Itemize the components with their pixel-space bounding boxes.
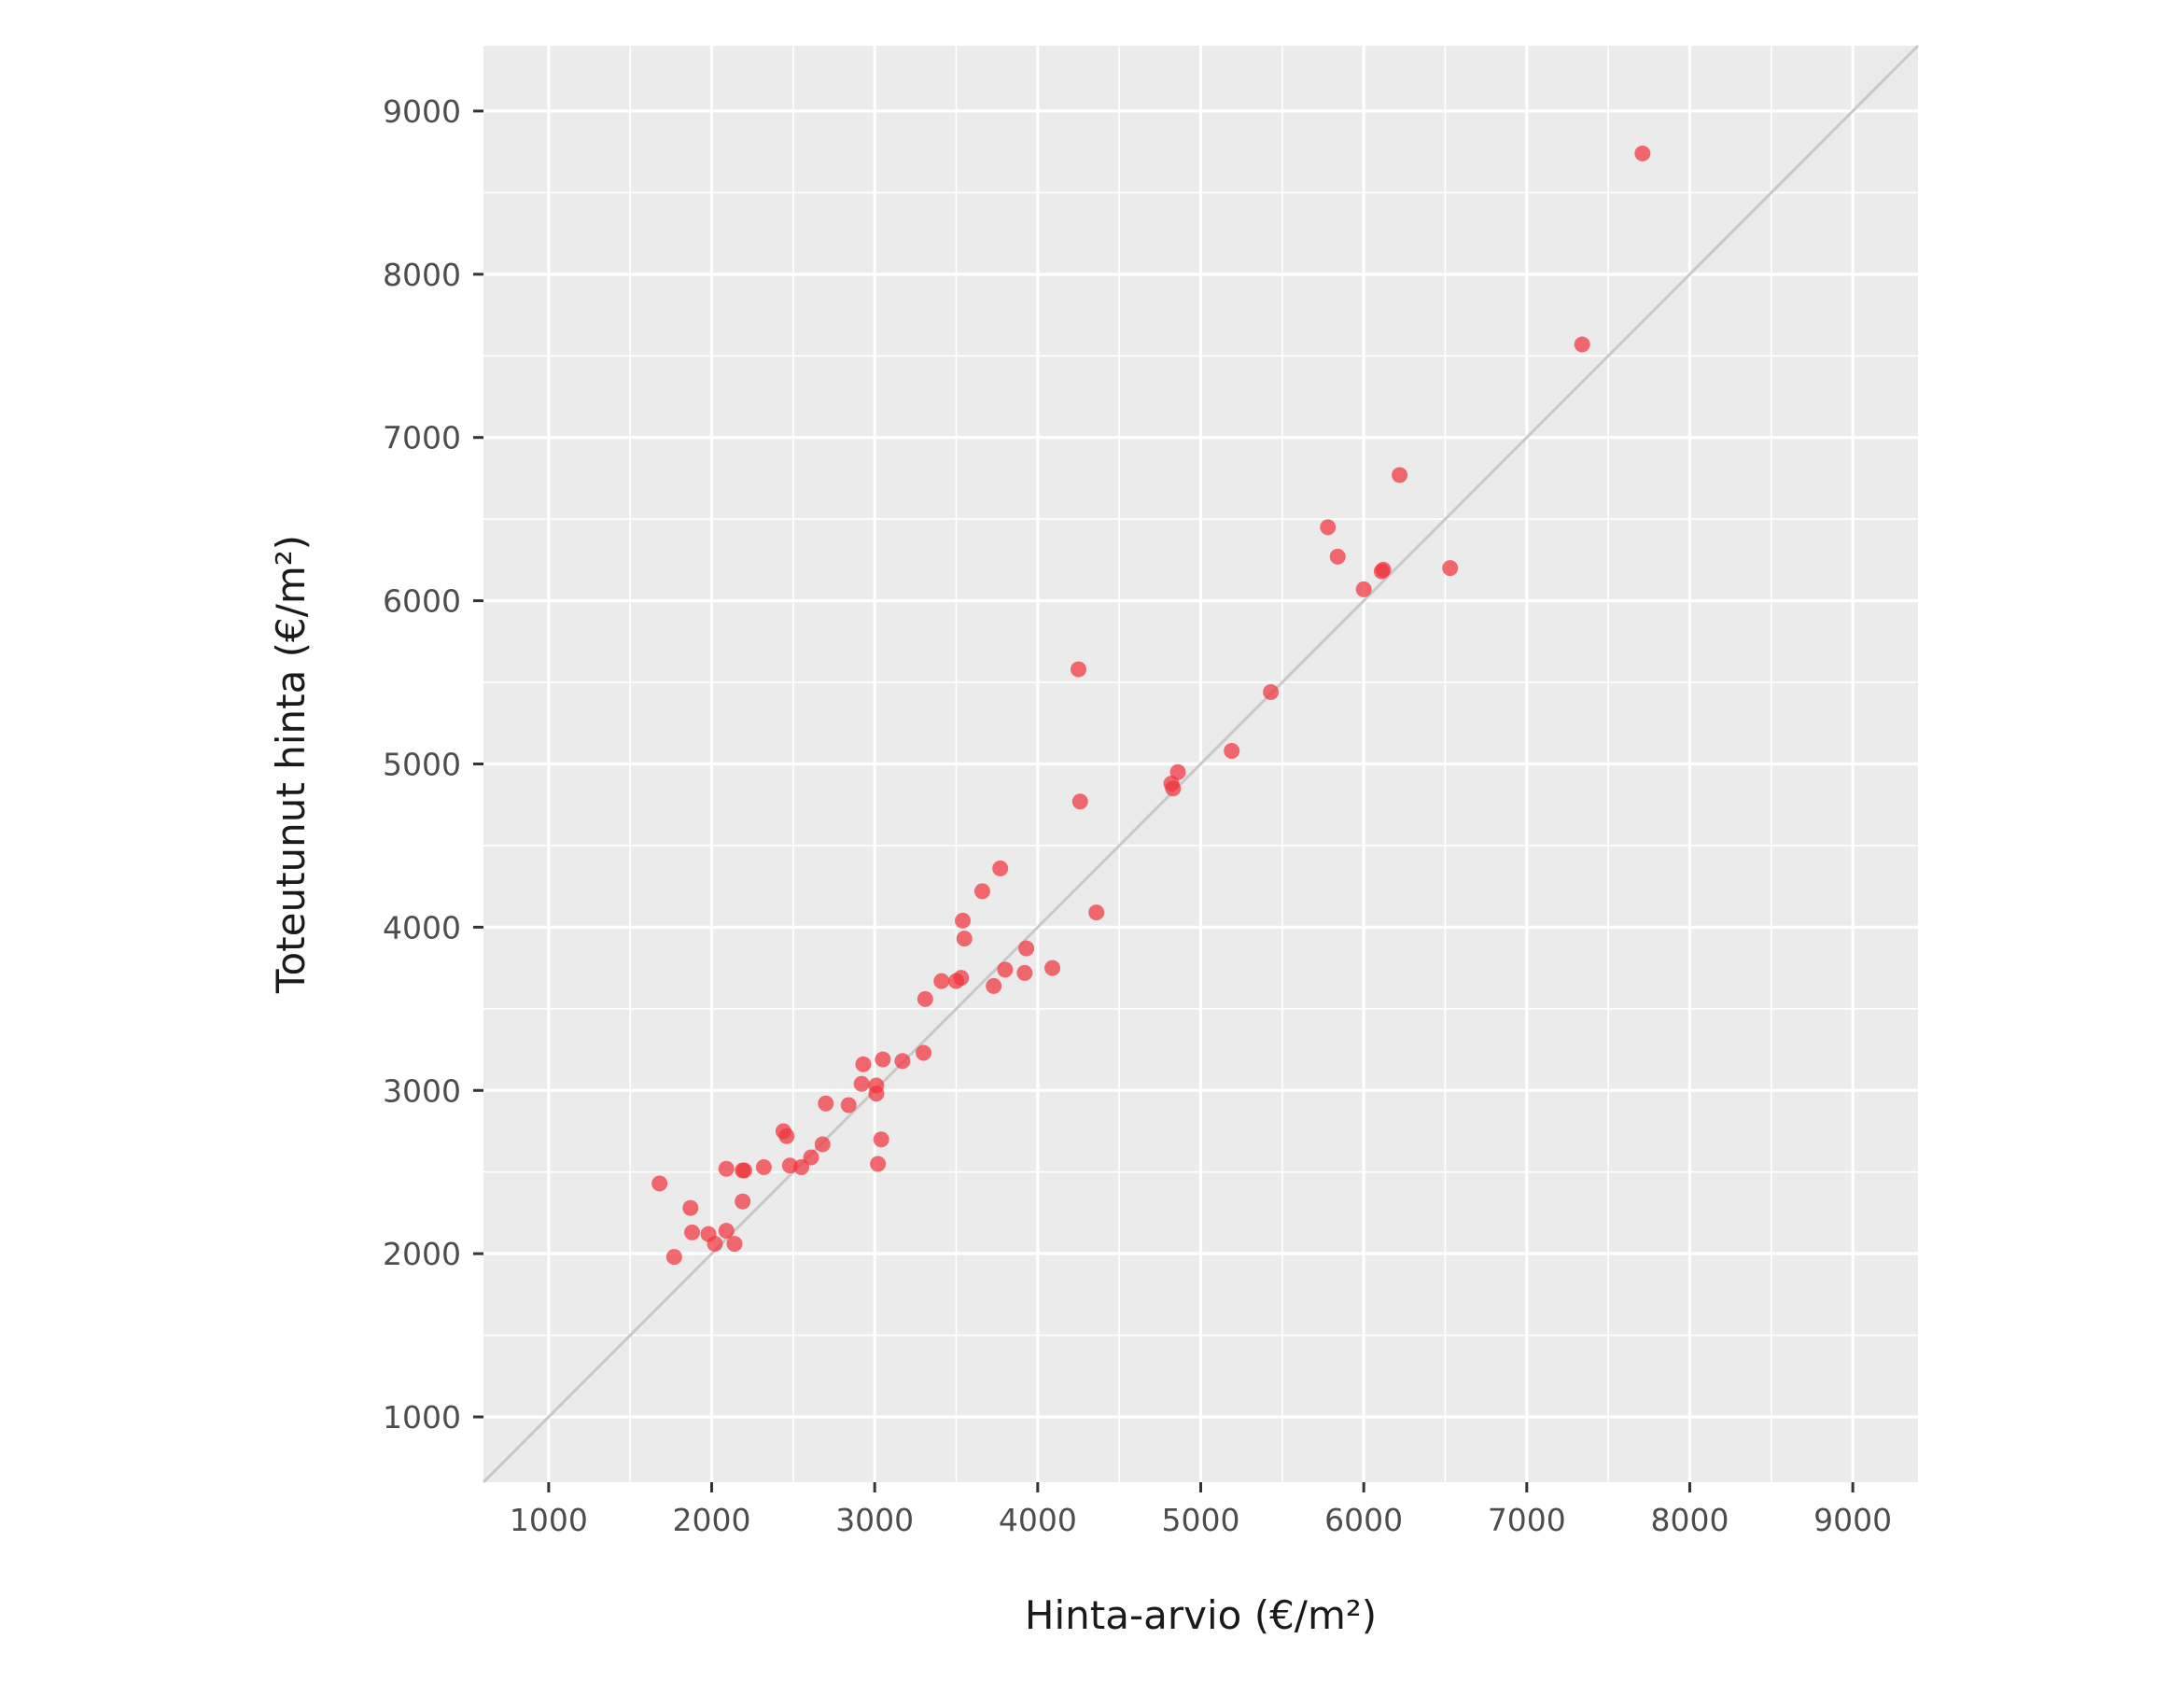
data-point bbox=[868, 1077, 885, 1094]
x-tick-label: 3000 bbox=[835, 1502, 914, 1538]
data-point bbox=[793, 1158, 810, 1175]
data-point bbox=[1442, 560, 1459, 577]
data-point bbox=[956, 931, 973, 947]
data-point bbox=[1263, 684, 1280, 701]
data-point bbox=[707, 1236, 723, 1253]
x-tick-label: 8000 bbox=[1650, 1502, 1729, 1538]
data-point bbox=[755, 1158, 772, 1175]
data-point bbox=[973, 883, 990, 900]
x-axis-title: Hinta-arvio (€/m²) bbox=[1025, 1592, 1377, 1638]
data-point bbox=[1071, 661, 1087, 678]
data-point bbox=[1165, 780, 1182, 797]
data-point bbox=[1016, 964, 1033, 981]
data-point bbox=[814, 1136, 831, 1153]
y-tick-label: 8000 bbox=[383, 257, 461, 293]
x-tick-label: 6000 bbox=[1324, 1502, 1403, 1538]
y-tick-label: 5000 bbox=[383, 747, 461, 783]
data-point bbox=[875, 1051, 891, 1068]
y-tick-label: 7000 bbox=[383, 420, 461, 456]
data-point bbox=[682, 1199, 699, 1216]
major-gridlines bbox=[483, 46, 1918, 1482]
y-tick-label: 3000 bbox=[383, 1072, 461, 1109]
x-tick-label: 7000 bbox=[1488, 1502, 1566, 1538]
data-point bbox=[855, 1056, 872, 1072]
data-point bbox=[1224, 743, 1240, 760]
data-point bbox=[954, 912, 971, 929]
data-point bbox=[916, 1044, 932, 1061]
data-point bbox=[917, 990, 933, 1007]
data-point bbox=[986, 977, 1002, 994]
y-axis-title: Toteutunut hinta (€/m²) bbox=[268, 535, 314, 994]
data-point bbox=[1634, 145, 1651, 161]
data-points bbox=[651, 145, 1651, 1266]
data-point bbox=[894, 1053, 911, 1070]
data-point bbox=[735, 1162, 752, 1179]
data-point bbox=[778, 1128, 795, 1144]
data-point bbox=[651, 1175, 668, 1192]
data-point bbox=[1574, 336, 1590, 353]
data-point bbox=[953, 970, 970, 987]
y-tick-label: 6000 bbox=[383, 583, 461, 620]
data-point bbox=[992, 860, 1009, 876]
data-point bbox=[665, 1249, 682, 1266]
data-point bbox=[1392, 467, 1408, 483]
x-tick-label: 2000 bbox=[673, 1502, 751, 1538]
data-point bbox=[873, 1131, 889, 1148]
data-point bbox=[853, 1075, 870, 1092]
x-tick-label: 4000 bbox=[999, 1502, 1077, 1538]
data-point bbox=[735, 1193, 751, 1210]
data-point bbox=[1169, 763, 1186, 780]
data-point bbox=[840, 1097, 857, 1114]
data-point bbox=[1018, 940, 1035, 957]
y-tick-label: 1000 bbox=[383, 1399, 461, 1436]
data-point bbox=[718, 1160, 735, 1177]
x-tick-label: 9000 bbox=[1813, 1502, 1892, 1538]
data-point bbox=[803, 1149, 819, 1166]
data-point bbox=[1329, 548, 1346, 565]
x-axis-ticks: 1000 2000 3000 4000 5000 6000 7000 8000 9000 bbox=[510, 1482, 1892, 1538]
data-point bbox=[1375, 561, 1392, 578]
data-point bbox=[997, 961, 1014, 978]
data-point bbox=[718, 1223, 735, 1240]
data-point bbox=[933, 973, 950, 989]
data-point bbox=[1044, 960, 1061, 976]
data-point bbox=[1320, 519, 1337, 536]
data-point bbox=[1071, 793, 1088, 810]
data-point bbox=[684, 1224, 701, 1240]
x-tick-label: 1000 bbox=[510, 1502, 588, 1538]
data-point bbox=[1355, 581, 1372, 597]
y-tick-label: 9000 bbox=[383, 93, 461, 130]
data-point bbox=[870, 1156, 887, 1172]
x-tick-label: 5000 bbox=[1162, 1502, 1240, 1538]
y-tick-label: 4000 bbox=[383, 909, 461, 946]
y-axis-ticks: 1000 2000 3000 4000 5000 6000 7000 8000 9000 bbox=[383, 93, 483, 1436]
data-point bbox=[726, 1236, 743, 1253]
data-point bbox=[1088, 904, 1105, 921]
y-tick-label: 2000 bbox=[383, 1236, 461, 1272]
data-point bbox=[818, 1095, 834, 1112]
